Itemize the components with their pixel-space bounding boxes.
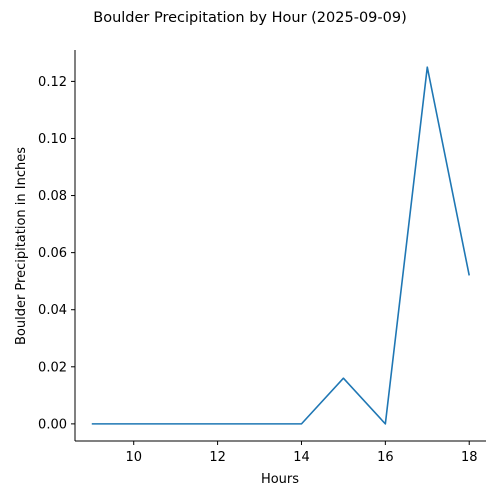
x-tick-label: 18 [461,450,478,465]
y-tick-label: 0.02 [38,360,67,375]
x-tick-label: 16 [377,450,394,465]
y-tick-label: 0.08 [38,189,67,204]
y-axis-title: Boulder Precipitation in Inches [14,147,29,345]
y-tick-label: 0.12 [38,75,67,90]
series-line [91,66,471,425]
series-layer [91,66,471,425]
y-tick-label: 0.00 [38,417,67,432]
y-axis-ticks: 0.00 0.02 0.04 0.06 0.08 0.10 0.12 [38,75,75,432]
y-tick-label: 0.06 [38,246,67,261]
plot-area: 0.00 0.02 0.04 0.06 0.08 0.10 0.12 10 12 14 16 18 [38,50,486,465]
y-tick-label: 0.04 [38,303,67,318]
y-tick-label: 0.10 [38,132,67,147]
x-tick-label: 12 [209,450,226,465]
x-tick-label: 10 [125,450,142,465]
x-axis-title: Hours [261,472,299,487]
x-axis-ticks: 10 12 14 16 18 [125,441,477,465]
chart-title: Boulder Precipitation by Hour (2025-09-0… [93,10,407,26]
x-tick-label: 14 [293,450,310,465]
